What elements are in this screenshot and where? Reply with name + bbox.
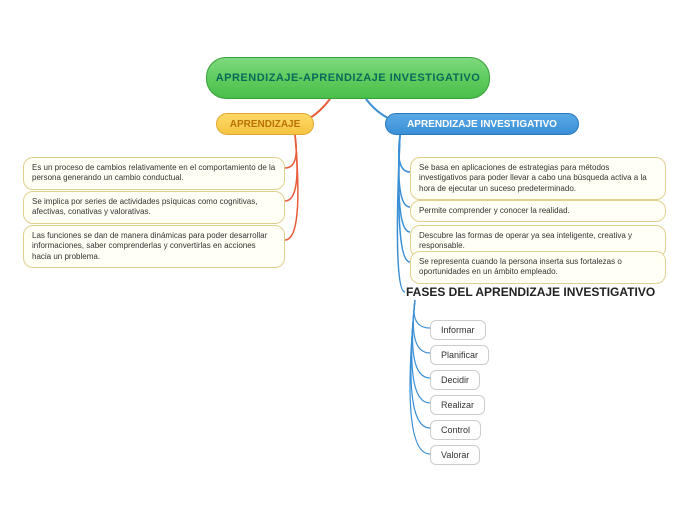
phases-title-text: FASES DEL APRENDIZAJE INVESTIGATIVO: [406, 285, 655, 299]
root-title: APRENDIZAJE-APRENDIZAJE INVESTIGATIVO: [216, 71, 481, 85]
phase-text-1: Planificar: [441, 350, 478, 360]
phase-1: Planificar: [430, 345, 489, 365]
branch-aprendizaje: APRENDIZAJE: [216, 113, 314, 135]
left-leaf-2: Las funciones se dan de manera dinámicas…: [23, 225, 285, 268]
right-leaf-0: Se basa en aplicaciones de estrategias p…: [410, 157, 666, 200]
phase-text-4: Control: [441, 425, 470, 435]
right-leaf-text-2: Descubre las formas de operar ya sea int…: [419, 231, 632, 250]
right-leaf-text-1: Permite comprender y conocer la realidad…: [419, 206, 570, 215]
phases-title: FASES DEL APRENDIZAJE INVESTIGATIVO: [406, 285, 655, 299]
phase-3: Realizar: [430, 395, 485, 415]
right-leaf-text-0: Se basa en aplicaciones de estrategias p…: [419, 163, 647, 193]
phase-text-0: Informar: [441, 325, 475, 335]
branch-left-label: APRENDIZAJE: [230, 119, 301, 130]
left-leaf-0: Es un proceso de cambios relativamente e…: [23, 157, 285, 190]
phase-4: Control: [430, 420, 481, 440]
phase-text-5: Valorar: [441, 450, 469, 460]
left-leaf-text-1: Se implica por series de actividades psí…: [32, 197, 257, 216]
phase-5: Valorar: [430, 445, 480, 465]
right-leaf-text-3: Se representa cuando la persona inserta …: [419, 257, 622, 276]
left-leaf-text-2: Las funciones se dan de manera dinámicas…: [32, 231, 267, 261]
left-leaf-1: Se implica por series de actividades psí…: [23, 191, 285, 224]
phase-0: Informar: [430, 320, 486, 340]
branch-right-label: APRENDIZAJE INVESTIGATIVO: [407, 119, 557, 130]
phase-text-3: Realizar: [441, 400, 474, 410]
left-leaf-text-0: Es un proceso de cambios relativamente e…: [32, 163, 275, 182]
phase-2: Decidir: [430, 370, 480, 390]
root-node: APRENDIZAJE-APRENDIZAJE INVESTIGATIVO: [206, 57, 490, 99]
branch-investigativo: APRENDIZAJE INVESTIGATIVO: [385, 113, 579, 135]
phase-text-2: Decidir: [441, 375, 469, 385]
right-leaf-3: Se representa cuando la persona inserta …: [410, 251, 666, 284]
right-leaf-1: Permite comprender y conocer la realidad…: [410, 200, 666, 222]
